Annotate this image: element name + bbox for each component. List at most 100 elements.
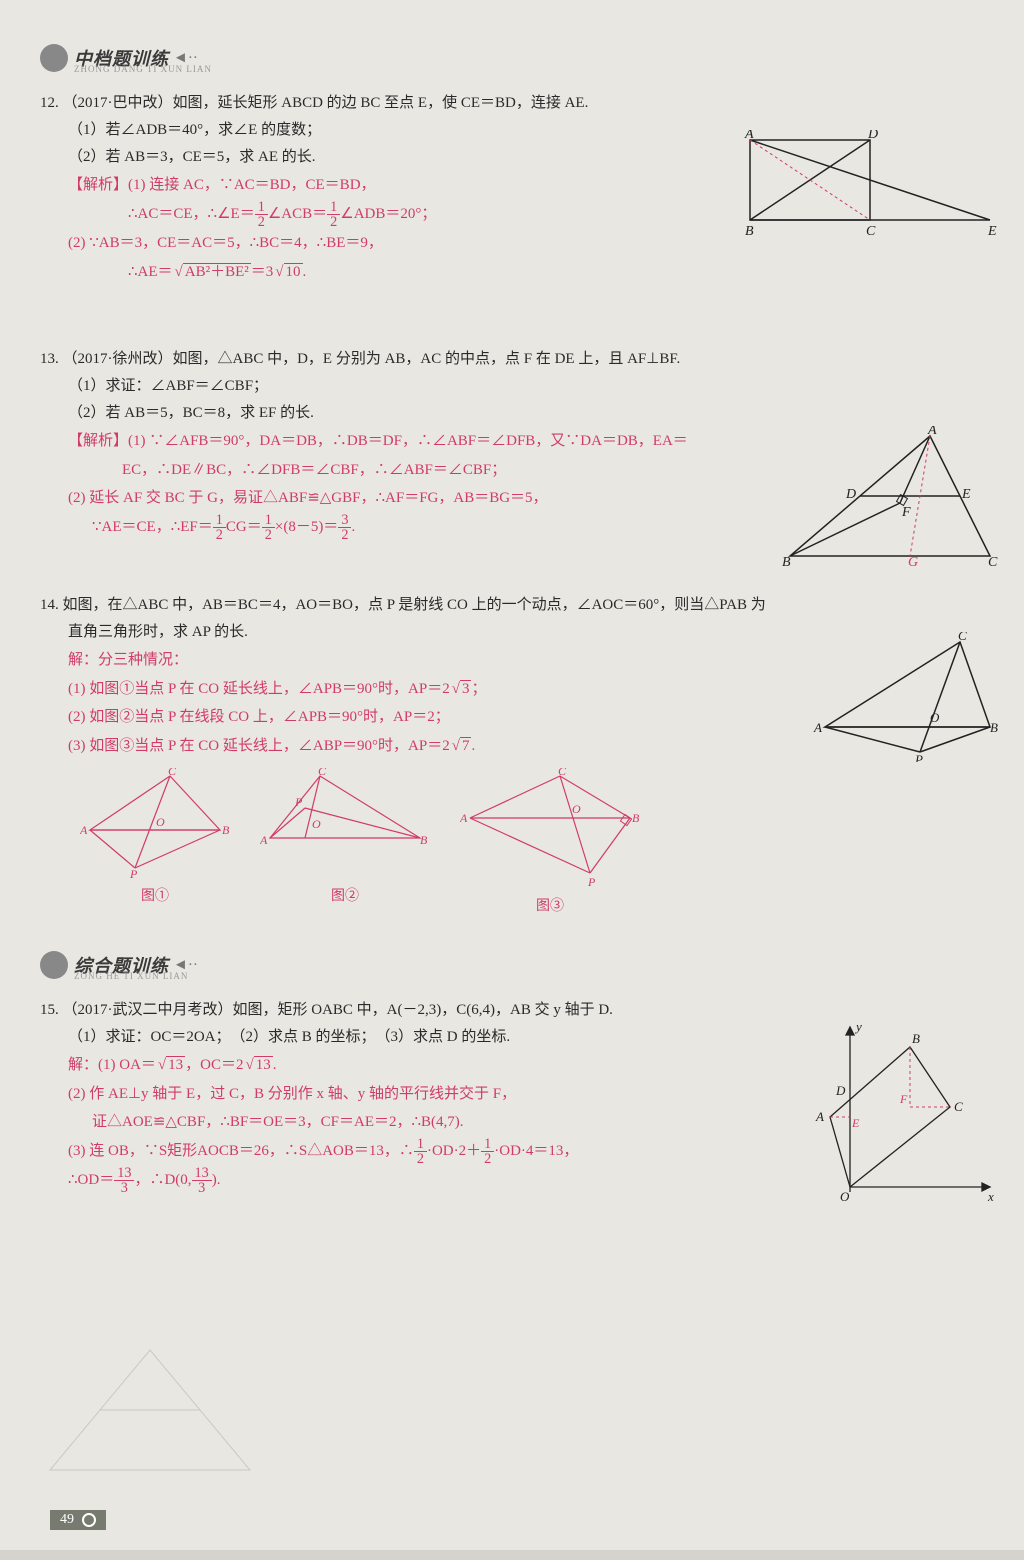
answer-line: (2) 如图②当点 P 在线段 CO 上，∠APB＝90°时，AP＝2； [68,709,450,725]
page: 中档题训练 ◄·· ZHONG DANG TI XUN LIAN 12. （20… [0,0,1024,1550]
diagram-3: C A B O P 图③ [460,768,640,915]
answer-line: 证△AOE≌△CBF，∴BF＝OE＝3，CF＝AE＝2，∴B(4,7). [92,1114,464,1130]
figure-12: A D B C E [740,130,1000,245]
svg-text:C: C [558,768,567,778]
svg-text:y: y [854,1019,862,1034]
answer-block: 解：分三种情况： (1) 如图①当点 P 在 CO 延长线上，∠APB＝90°时… [68,646,628,760]
svg-text:O: O [312,817,321,831]
answer-line: (3) 连 OB，∵S矩形AOCB＝26，∴S△AOB＝13，∴ [68,1143,414,1159]
answer-line: ∠ADB＝20°； [340,206,436,222]
svg-text:A: A [813,720,822,735]
svg-text:A: A [927,426,937,438]
sub-q2: （2）若 AB＝3，CE＝5，求 AE 的长. [68,149,316,165]
answer-line: (2) 作 AE⊥y 轴于 E，过 C，B 分别作 x 轴、y 轴的平行线并交于… [68,1086,516,1102]
answer-line: ∴AC＝CE，∴∠E＝ [128,206,255,222]
answer-line: (2) 延长 AF 交 BC 于 G，易证△ABF≌△GBF，∴AF＝FG，AB… [68,490,548,506]
svg-text:B: B [912,1031,920,1046]
answer-line: (3) 如图③当点 P 在 CO 延长线上，∠ABP＝90°时，AP＝2 [68,738,450,754]
figure-14: C A B O P [810,632,1000,767]
svg-text:C: C [866,224,876,239]
svg-text:B: B [990,720,998,735]
sub-q1: （1）求证：∠ABF＝∠CBF； [68,378,268,394]
svg-text:P: P [129,867,138,878]
problem-12: 12. （2017·巴中改）如图，延长矩形 ABCD 的边 BC 至点 E，使 … [40,90,1000,286]
sub-q: （1）求证：OC＝2OA； （2）求点 B 的坐标； （3）求点 D 的坐标. [68,1029,510,1045]
answer-label: 【解析】 [68,177,128,193]
svg-text:O: O [156,815,165,829]
svg-text:P: P [294,795,303,809]
problem-stem: 12. （2017·巴中改）如图，延长矩形 ABCD 的边 BC 至点 E，使 … [40,90,640,171]
problem-number: 14. [40,597,59,613]
answer-line: CG＝ [226,519,262,535]
page-number: 49 [50,1510,106,1530]
stem-line2: 直角三角形时，求 AP 的长. [68,624,248,640]
problem-stem: 13. （2017·徐州改）如图，△ABC 中，D，E 分别为 AB，AC 的中… [40,346,760,427]
answer-line: . [351,519,355,535]
svg-text:C: C [954,1099,963,1114]
svg-text:C: C [168,768,177,778]
figure-15: O x y A B C D E F [790,1017,1000,1212]
problem-number: 12. [40,95,59,111]
avatar-icon [40,951,68,979]
answer-line: ∴OD＝ [68,1172,114,1188]
stem-text: 如图，在△ABC 中，AB＝BC＝4，AO＝BO，点 P 是射线 CO 上的一个… [63,597,766,613]
answer-line: (1) ∵∠AFB＝90°，DA＝DB，∴DB＝DF，∴∠ABF＝∠DFB，又∵… [128,433,688,449]
answer-line: ，∴D(0, [134,1172,191,1188]
sub-q2: （2）若 AB＝5，BC＝8，求 EF 的长. [68,405,314,421]
svg-text:O: O [572,802,581,816]
section-sub: ZONG HE TI XUN LIAN [74,971,188,981]
problem-13: 13. （2017·徐州改）如图，△ABC 中，D，E 分别为 AB，AC 的中… [40,346,1000,542]
svg-text:B: B [222,823,230,837]
svg-text:A: A [460,811,468,825]
svg-text:A: A [744,130,754,142]
section-sub: ZHONG DANG TI XUN LIAN [74,64,212,74]
problem-number: 15. [40,1002,59,1018]
answer-line: (1) OA＝ [98,1057,156,1073]
stem-text: （2017·武汉二中月考改）如图，矩形 OABC 中，A(－2,3)，C(6,4… [63,1002,613,1018]
stem-text: （2017·徐州改）如图，△ABC 中，D，E 分别为 AB，AC 的中点，点 … [63,351,681,367]
svg-text:O: O [840,1189,850,1204]
diagram-1: C A B O P 图① [80,768,230,915]
answer-line: ∵AE＝CE，∴EF＝ [92,519,213,535]
svg-text:A: A [80,823,88,837]
answer-line: ，OC＝2 [185,1057,243,1073]
svg-text:B: B [420,833,428,847]
svg-text:D: D [835,1083,846,1098]
svg-text:P: P [914,752,923,762]
answer-line: (2) ∵AB＝3，CE＝AC＝5，∴BC＝4，∴BE＝9， [68,235,383,251]
svg-text:F: F [901,505,911,520]
problem-15: 15. （2017·武汉二中月考改）如图，矩形 OABC 中，A(－2,3)，C… [40,997,1000,1196]
answer-line: EC，∴DE∥BC，∴∠DFB＝∠CBF，∴∠ABF＝∠CBF； [122,462,506,478]
answer-line: ∠ACB＝ [268,206,327,222]
svg-text:E: E [961,487,971,502]
ghost-figure [40,1340,260,1490]
answer-line: ×(8－5)＝ [275,519,338,535]
problem-number: 13. [40,351,59,367]
answer-line: . [303,264,307,280]
svg-text:x: x [987,1189,994,1204]
svg-text:A: A [260,833,268,847]
svg-text:D: D [867,130,878,142]
diagram-caption: 图② [260,885,430,905]
answer-line: ·OD·4＝13， [494,1143,578,1159]
svg-text:E: E [987,224,997,239]
diagram-2: C A B O P 图② [260,768,430,915]
answer-line: (1) 如图①当点 P 在 CO 延长线上，∠APB＝90°时，AP＝2 [68,681,450,697]
answer-label: 解：分三种情况： [68,652,188,668]
svg-text:G: G [908,555,918,566]
diagram-caption: 图③ [460,895,640,915]
answer-line: ＝3 [251,264,274,280]
svg-text:A: A [815,1109,824,1124]
svg-text:B: B [632,811,640,825]
svg-text:C: C [318,768,327,778]
svg-text:B: B [782,555,791,566]
problem-14: 14. 如图，在△ABC 中，AB＝BC＝4，AO＝BO，点 P 是射线 CO … [40,592,1000,915]
svg-text:P: P [587,875,596,888]
diagram-caption: 图① [80,885,230,905]
svg-text:C: C [988,555,998,566]
svg-text:B: B [745,224,754,239]
diagram-row: C A B O P 图① [80,768,1000,915]
dot-icon [82,1513,96,1527]
problem-stem: 15. （2017·武汉二中月考改）如图，矩形 OABC 中，A(－2,3)，C… [40,997,720,1051]
avatar-icon [40,44,68,72]
